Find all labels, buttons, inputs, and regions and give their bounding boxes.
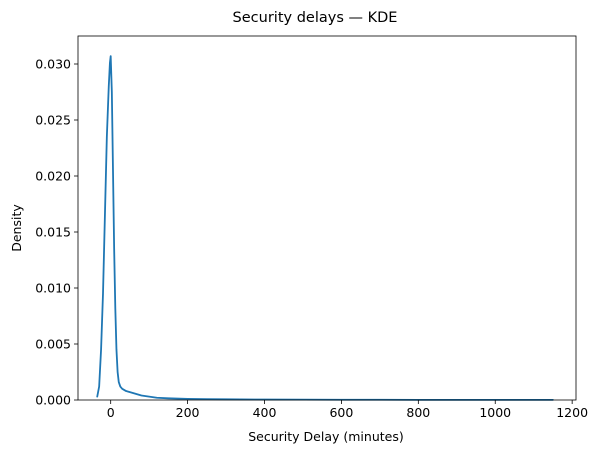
kde-curve-line <box>96 55 554 401</box>
x-tick-label: 200 <box>176 405 200 420</box>
y-tick-label: 0.000 <box>35 393 71 408</box>
x-tick-label: 400 <box>253 405 277 420</box>
x-axis: 0 200 400 600 800 1000 1200 <box>107 400 588 420</box>
plot-area <box>77 35 577 401</box>
y-tick-label: 0.030 <box>35 57 71 72</box>
y-tick-label: 0.010 <box>35 281 71 296</box>
y-tick-label: 0.020 <box>35 169 71 184</box>
x-tick-label: 600 <box>329 405 353 420</box>
x-tick-label: 800 <box>406 405 430 420</box>
x-tick-label: 0 <box>107 405 115 420</box>
y-tick-label: 0.005 <box>35 337 71 352</box>
x-tick-label: 1200 <box>556 405 588 420</box>
x-axis-label: Security Delay (minutes) <box>248 429 403 444</box>
y-axis-label: Density <box>9 204 24 252</box>
y-tick-label: 0.025 <box>35 113 71 128</box>
chart-title: Security delays — KDE <box>233 10 398 26</box>
axes-frame <box>77 35 577 401</box>
y-tick-label: 0.015 <box>35 225 71 240</box>
y-axis: 0.000 0.005 0.010 0.015 0.020 0.025 0.030 <box>35 57 78 408</box>
x-tick-label: 1000 <box>479 405 511 420</box>
